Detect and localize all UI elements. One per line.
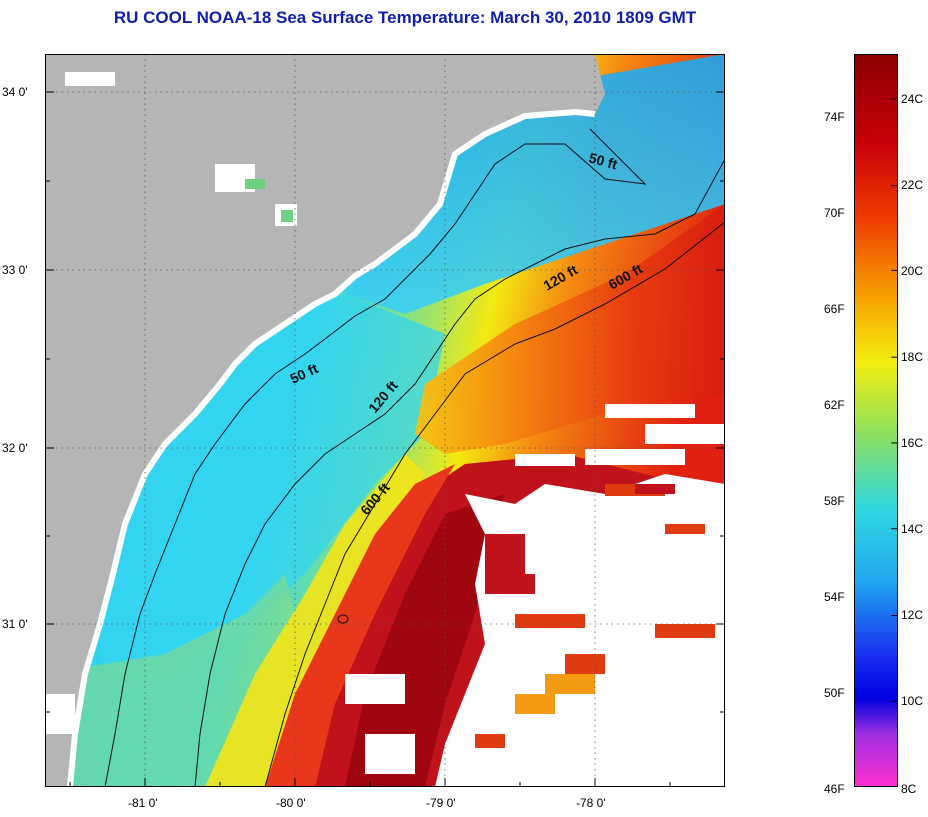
lon-label: -78 0': [576, 796, 606, 810]
map-frame: [45, 54, 725, 787]
lon-label: -80 0': [276, 796, 306, 810]
yellow-water: [205, 454, 425, 787]
celsius-label: 8C: [901, 782, 917, 796]
fahrenheit-label: 54F: [824, 590, 845, 604]
warm-band: [415, 204, 725, 454]
contour-120ft: [194, 158, 725, 787]
fahrenheit-label: 66F: [824, 302, 845, 316]
fahrenheit-label: 74F: [824, 110, 845, 124]
contour-600ft: [264, 221, 725, 787]
cool-patches: [515, 674, 595, 714]
celsius-label: 18C: [901, 350, 924, 364]
coastline: [67, 108, 596, 787]
sst-map: 50 ft 50 ft 120 ft 120 ft 600 ft 600 ft: [45, 54, 725, 787]
celsius-label: 10C: [901, 694, 924, 708]
lon-label: -79 0': [426, 796, 456, 810]
contour-small-ring: [337, 614, 349, 624]
lake-water: [245, 179, 293, 222]
lat-label: 31 0': [2, 617, 28, 631]
celsius-label: 24C: [901, 92, 924, 106]
lat-label: 34 0': [2, 85, 28, 99]
fahrenheit-label: 62F: [824, 398, 845, 412]
gulf-stream-edge: [265, 464, 455, 787]
colorbar-ticks-right: [891, 98, 897, 702]
hot-patches: [485, 484, 675, 594]
fahrenheit-label: 70F: [824, 206, 845, 220]
celsius-label: 14C: [901, 522, 924, 536]
contour-label: 50 ft: [587, 149, 619, 172]
lat-label: 33 0': [2, 263, 28, 277]
celsius-label: 16C: [901, 436, 924, 450]
page-title: RU COOL NOAA-18 Sea Surface Temperature:…: [113, 8, 697, 27]
contour-50ft: [104, 128, 647, 787]
axis-ticks: [45, 91, 725, 787]
cloud-fragments: [345, 404, 725, 774]
graticule: [45, 54, 725, 787]
celsius-label: 22C: [901, 178, 924, 192]
lon-label: -81 0': [128, 796, 158, 810]
celsius-label: 12C: [901, 608, 924, 622]
fahrenheit-label: 58F: [824, 494, 845, 508]
temperature-colorbar: [854, 54, 898, 787]
fahrenheit-label: 46F: [824, 782, 845, 796]
gulf-stream-inner: [345, 494, 505, 787]
fahrenheit-label: 50F: [824, 686, 845, 700]
celsius-label: 20C: [901, 264, 924, 278]
land: [45, 54, 605, 787]
lat-label: 32 0': [2, 441, 28, 455]
